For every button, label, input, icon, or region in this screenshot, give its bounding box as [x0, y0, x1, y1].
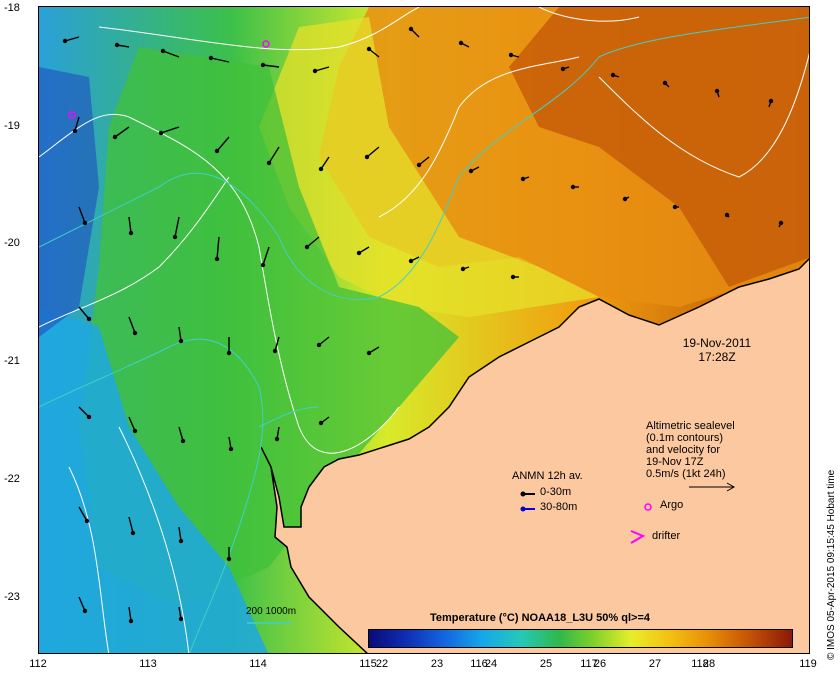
anmn-label-deep: 30-80m — [540, 501, 578, 513]
y-tick: -18 — [4, 2, 20, 14]
altimetric-line: (0.1m contours) — [646, 432, 724, 444]
altimetric-line: 0.5m/s (1kt 24h) — [646, 468, 726, 480]
colorbar-tick: 24 — [484, 658, 498, 670]
y-tick: -19 — [4, 120, 20, 132]
anmn-legend-arrow-blue — [520, 506, 535, 512]
isobath-legend-label: 200 1000m — [246, 606, 297, 617]
cold-water-region — [39, 67, 99, 337]
altimetric-line: Altimetric sealevel — [646, 420, 735, 432]
anmn-title: ANMN 12h av. — [512, 470, 583, 482]
x-tick: 119 — [799, 658, 817, 670]
drifter-legend-marker — [630, 530, 646, 544]
anmn-legend: ANMN 12h av. — [512, 470, 583, 482]
altimetric-line: 19-Nov 17Z — [646, 456, 704, 468]
x-tick: 114 — [249, 658, 267, 670]
colorbar-tick: 23 — [430, 658, 444, 670]
timestamp-time: 17:28Z — [698, 350, 736, 364]
colorbar-tick: 25 — [539, 658, 553, 670]
velocity-arrows — [62, 26, 784, 624]
argo-legend-marker — [644, 503, 652, 511]
colorbar-title: Temperature (°C) NOAA18_L3U 50% ql>=4 — [430, 612, 650, 624]
colorbar-tick: 26 — [593, 658, 607, 670]
sst-map — [39, 7, 809, 653]
argo-float-marker — [262, 40, 270, 48]
x-tick: 116 — [470, 658, 488, 670]
altimetric-legend: Altimetric sealevel (0.1m contours) and … — [646, 420, 735, 480]
map-panel — [38, 6, 810, 654]
x-tick: 112 — [29, 658, 47, 670]
argo-label: Argo — [660, 499, 684, 511]
y-tick: -20 — [4, 237, 20, 249]
hot-water-region — [509, 7, 809, 287]
sealevel-contours — [39, 7, 809, 653]
cool-water-region — [39, 307, 269, 653]
green-water-region — [79, 47, 459, 607]
x-tick: 118 — [691, 658, 709, 670]
colorbar-tick: 27 — [648, 658, 662, 670]
y-tick: -21 — [4, 355, 20, 367]
colorbar-tick: 28 — [702, 658, 716, 670]
y-tick: -23 — [4, 591, 20, 603]
anmn-legend-arrow-black — [520, 491, 535, 497]
timestamp-date: 19-Nov-2011 — [682, 336, 752, 350]
timestamp-label: 19-Nov-2011 17:28Z — [662, 336, 772, 364]
temperature-colorbar — [368, 629, 793, 648]
argo-float-marker — [68, 111, 76, 119]
anmn-label-shallow: 0-30m — [540, 486, 572, 498]
y-tick: -22 — [4, 473, 20, 485]
altimetric-line: and velocity for — [646, 444, 720, 456]
yellow-water-band — [259, 17, 599, 317]
velocity-scale-arrow — [689, 482, 736, 492]
drifter-label: drifter — [652, 530, 681, 542]
isobath-lines — [39, 16, 809, 653]
colorbar-tick: 22 — [375, 658, 389, 670]
credit-text: © IMOS 05-Apr-2015 09:15:45 Hobart time — [826, 469, 837, 660]
x-tick: 117 — [580, 658, 598, 670]
x-tick: 115 — [359, 658, 377, 670]
x-tick: 113 — [139, 658, 157, 670]
land-mass — [260, 257, 809, 653]
